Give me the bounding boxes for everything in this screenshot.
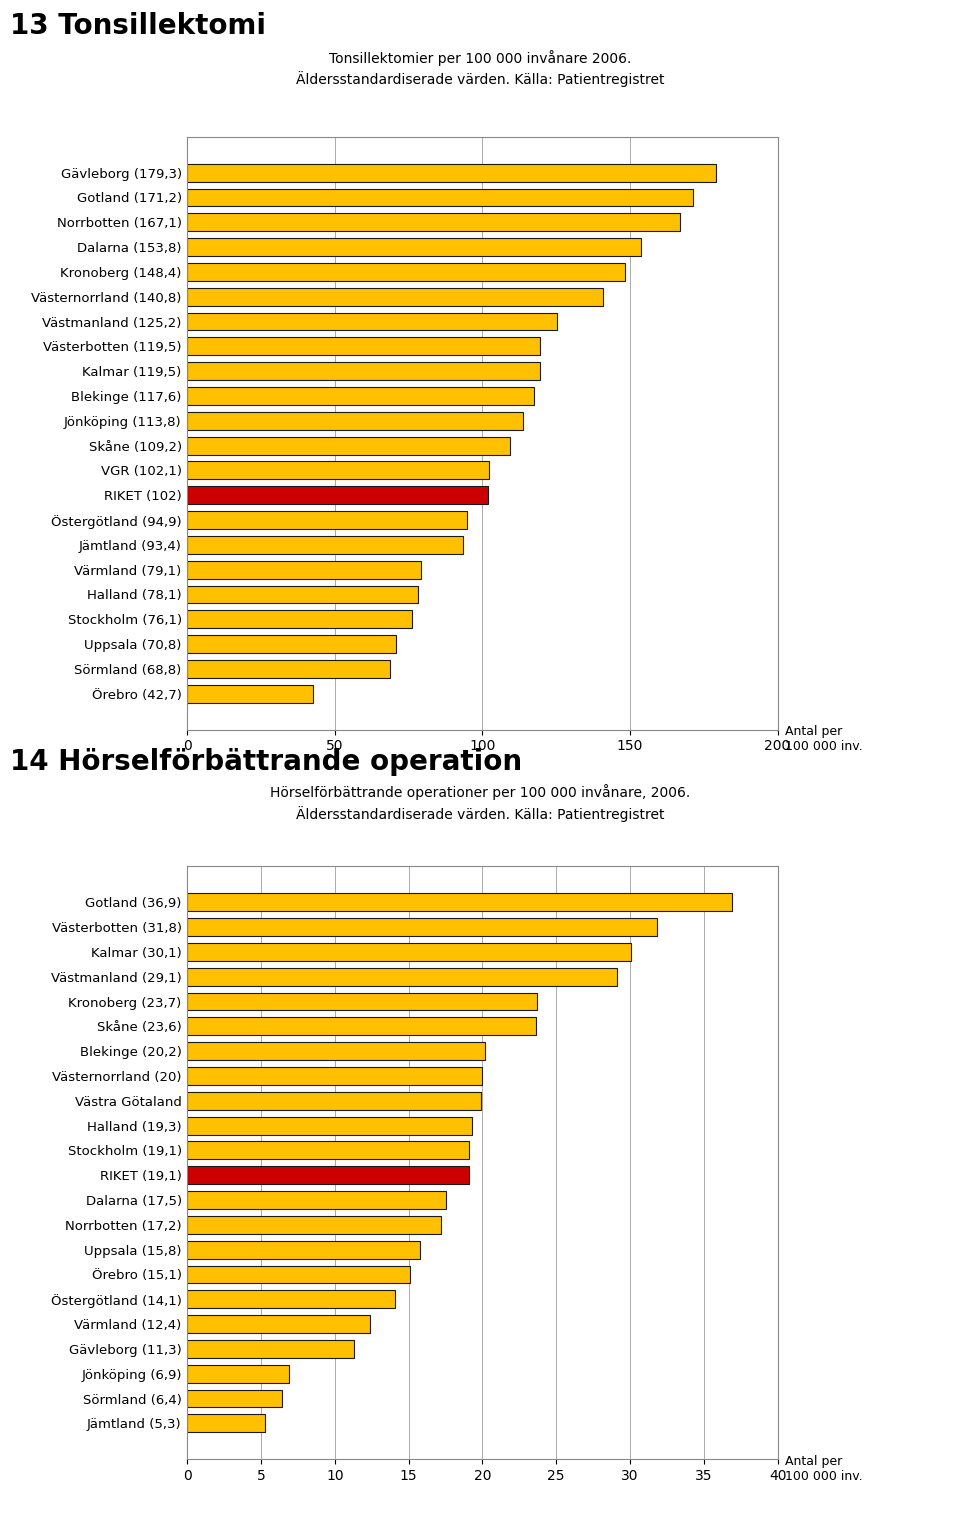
Bar bbox=[187, 585, 418, 603]
Bar bbox=[187, 1043, 486, 1059]
Bar bbox=[187, 1315, 371, 1333]
Bar bbox=[187, 968, 616, 985]
Bar bbox=[187, 1266, 410, 1283]
Bar bbox=[187, 1216, 441, 1234]
Bar bbox=[187, 164, 716, 181]
Bar bbox=[187, 263, 625, 281]
Bar bbox=[187, 1142, 469, 1160]
Text: 13 Tonsillektomi: 13 Tonsillektomi bbox=[10, 12, 266, 40]
Text: Hörselförbättrande operationer per 100 000 invånare, 2006.: Hörselförbättrande operationer per 100 0… bbox=[270, 784, 690, 800]
Bar bbox=[187, 660, 391, 678]
Bar bbox=[187, 388, 535, 404]
Text: Antal per
100 000 inv.: Antal per 100 000 inv. bbox=[785, 1455, 863, 1482]
Bar bbox=[187, 1166, 469, 1184]
Bar bbox=[187, 1290, 396, 1309]
Bar bbox=[187, 1365, 289, 1383]
Bar bbox=[187, 1117, 472, 1134]
Text: Äldersstandardiserade värden. Källa: Patientregistret: Äldersstandardiserade värden. Källa: Pat… bbox=[296, 806, 664, 821]
Bar bbox=[187, 287, 603, 306]
Text: Antal per
100 000 inv.: Antal per 100 000 inv. bbox=[785, 725, 863, 752]
Bar bbox=[187, 894, 732, 910]
Bar bbox=[187, 918, 657, 936]
Bar bbox=[187, 1415, 265, 1432]
Text: Tonsillektomier per 100 000 invånare 2006.: Tonsillektomier per 100 000 invånare 200… bbox=[329, 50, 631, 65]
Bar bbox=[187, 611, 412, 628]
Bar bbox=[187, 561, 420, 579]
Bar bbox=[187, 412, 523, 430]
Bar bbox=[187, 1017, 536, 1035]
Bar bbox=[187, 462, 489, 479]
Bar bbox=[187, 313, 557, 330]
Bar bbox=[187, 537, 463, 553]
Bar bbox=[187, 213, 681, 231]
Bar bbox=[187, 1341, 354, 1357]
Bar bbox=[187, 1067, 482, 1085]
Bar bbox=[187, 239, 641, 255]
Bar bbox=[187, 188, 692, 207]
Bar bbox=[187, 942, 632, 961]
Bar bbox=[187, 1389, 281, 1408]
Bar bbox=[187, 337, 540, 356]
Bar bbox=[187, 362, 540, 380]
Text: Äldersstandardiserade värden. Källa: Patientregistret: Äldersstandardiserade värden. Källa: Pat… bbox=[296, 71, 664, 87]
Bar bbox=[187, 1192, 445, 1208]
Bar bbox=[187, 436, 510, 454]
Bar bbox=[187, 1240, 420, 1259]
Bar bbox=[187, 993, 537, 1011]
Bar bbox=[187, 486, 489, 505]
Bar bbox=[187, 511, 468, 529]
Bar bbox=[187, 635, 396, 654]
Bar bbox=[187, 686, 313, 702]
Bar bbox=[187, 1091, 481, 1110]
Text: 14 Hörselförbättrande operation: 14 Hörselförbättrande operation bbox=[10, 748, 521, 775]
